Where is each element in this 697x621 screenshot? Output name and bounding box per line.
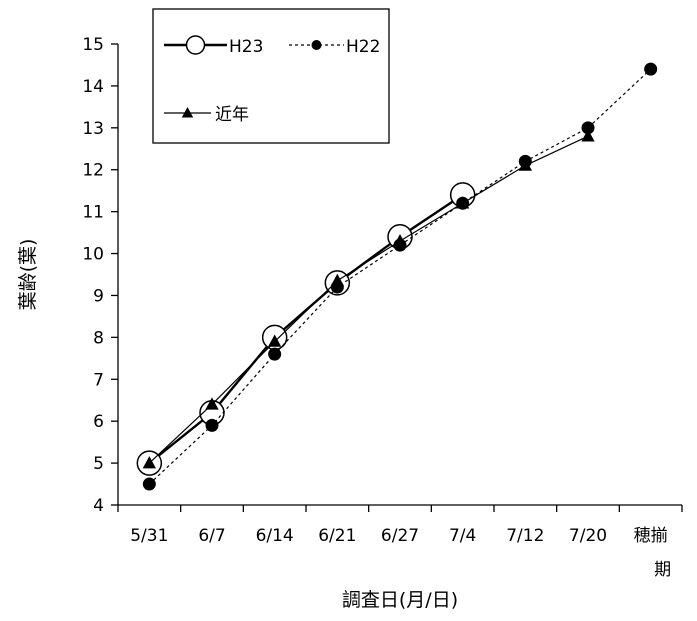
y-tick-label: 13: [82, 119, 104, 139]
x-tick-label: 6/7: [198, 526, 225, 546]
legend-item-1-marker: [311, 40, 322, 50]
y-tick-label: 5: [93, 454, 104, 474]
y-tick-label: 9: [93, 286, 104, 306]
legend-item-2-marker: [181, 107, 194, 118]
y-tick-label: 14: [82, 77, 104, 97]
series-layer: [136, 62, 658, 491]
x-tick-label: 7/4: [449, 526, 476, 546]
legend-item-2: 近年: [164, 105, 249, 125]
x-axis-title: 調査日(月/日): [342, 589, 458, 611]
x-tick-label: 7/20: [569, 526, 607, 546]
series-2-point: [393, 233, 407, 247]
series-2-point: [205, 397, 219, 410]
legend-box: [152, 8, 390, 144]
series-2-point: [330, 273, 344, 287]
legend-item-0-marker: [185, 35, 206, 55]
series-1-line: [148, 68, 652, 485]
series-2-line: [148, 135, 589, 464]
y-tick-label: 15: [82, 35, 104, 55]
x-tick-label-continued: 期: [654, 560, 671, 580]
y-axis-title: 葉齢(葉): [17, 239, 39, 311]
x-tick-label: 7/12: [506, 526, 544, 546]
y-tick-label: 11: [82, 203, 104, 223]
series-2-point: [268, 334, 282, 347]
x-tick-label: 5/31: [130, 526, 168, 546]
legend: H23 H22 近年: [152, 8, 390, 144]
series-1-point: [268, 347, 282, 361]
legend-item-1: H22: [289, 37, 380, 57]
axes: 4 5 6 7 8 9 10 11 12 13 14 15 5/31 6/7 6/14 6/21 6/27 7/4…: [82, 35, 683, 580]
x-tick-label: 穂揃: [634, 526, 668, 546]
legend-item-0-label: H23: [229, 37, 263, 57]
y-tick-label: 4: [93, 496, 104, 516]
y-tick-label: 12: [82, 161, 104, 181]
series-2-point: [518, 158, 532, 171]
series-1-point: [142, 477, 156, 491]
legend-item-2-label: 近年: [215, 105, 249, 125]
x-tick-label: 6/27: [381, 526, 419, 546]
series-1-point: [205, 418, 219, 432]
legend-item-1-label: H22: [346, 37, 380, 57]
x-tick-label: 6/21: [318, 526, 356, 546]
series-1-point: [581, 121, 595, 135]
series-2-point: [456, 196, 470, 209]
y-tick-label: 7: [93, 370, 104, 390]
series-1-point: [644, 62, 658, 76]
y-tick-label: 6: [93, 412, 104, 432]
y-tick-label: 8: [93, 328, 104, 348]
x-tick-label: 6/14: [256, 526, 294, 546]
series-2-point: [581, 129, 595, 142]
y-tick-label: 10: [82, 245, 104, 265]
legend-item-0: H23: [164, 35, 263, 57]
series-2-point: [142, 456, 156, 469]
series-2: [142, 129, 595, 469]
